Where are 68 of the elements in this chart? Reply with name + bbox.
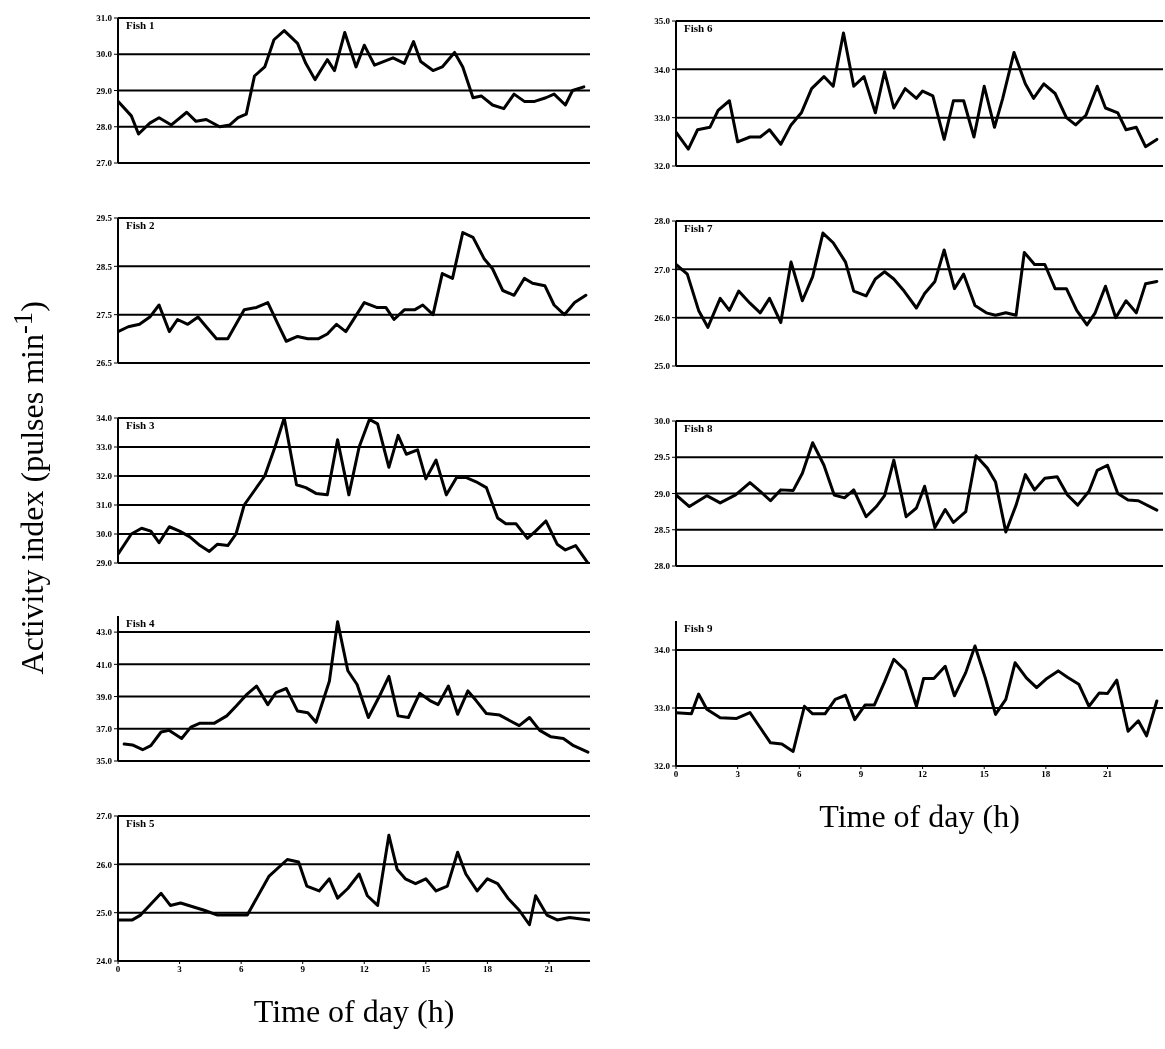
y-tick-label: 28.0 — [654, 561, 671, 572]
y-tick-label: 26.0 — [96, 859, 113, 870]
x-tick-label: 15 — [979, 769, 990, 780]
x-tick-label: 0 — [673, 769, 679, 780]
chart-title: Fish 9 — [684, 622, 713, 634]
y-tick-label: 29.5 — [654, 452, 671, 463]
y-tick-label: 28.5 — [96, 261, 113, 272]
x-tick-label: 6 — [797, 769, 803, 780]
y-tick-label: 34.0 — [96, 413, 113, 424]
x-tick-label: 15 — [421, 964, 431, 975]
chart-title: Fish 1 — [126, 19, 155, 31]
y-tick-label: 28.0 — [654, 216, 671, 227]
y-tick-label: 32.0 — [654, 161, 671, 172]
x-tick-label: 9 — [858, 769, 864, 780]
y-tick-label: 35.0 — [96, 756, 113, 767]
x-tick-label: 18 — [1041, 769, 1051, 780]
y-tick-label: 32.0 — [654, 761, 671, 772]
y-tick-label: 28.5 — [654, 524, 671, 535]
y-tick-label: 33.0 — [654, 703, 671, 714]
x-axis-title: Time of day (h) — [252, 993, 456, 1030]
y-tick-label: 29.5 — [96, 213, 113, 224]
y-tick-label: 31.0 — [96, 500, 113, 511]
x-axis-title: Time of day (h) — [818, 798, 1021, 835]
y-tick-label: 35.0 — [654, 16, 671, 27]
x-tick-label: 12 — [359, 964, 370, 975]
chart-title: Fish 8 — [684, 422, 713, 434]
y-tick-label: 29.0 — [654, 488, 671, 499]
x-tick-label: 12 — [918, 769, 928, 780]
y-tick-label: 30.0 — [654, 416, 671, 427]
y-tick-label: 33.0 — [654, 112, 671, 123]
y-tick-label: 41.0 — [96, 659, 113, 670]
y-tick-label: 37.0 — [96, 723, 113, 734]
y-tick-label: 27.0 — [96, 811, 113, 822]
y-tick-label: 27.0 — [654, 264, 671, 275]
y-tick-label: 31.0 — [96, 13, 113, 24]
y-tick-label: 25.0 — [654, 361, 671, 372]
y-tick-label: 43.0 — [96, 627, 113, 638]
y-tick-label: 30.0 — [96, 49, 113, 60]
x-tick-label: 18 — [482, 964, 493, 975]
y-tick-label: 29.0 — [96, 85, 113, 96]
y-tick-label: 34.0 — [654, 64, 671, 75]
y-tick-label: 29.0 — [96, 558, 113, 569]
y-tick-label: 32.0 — [96, 471, 113, 482]
x-tick-label: 9 — [300, 964, 306, 975]
y-tick-label: 26.0 — [654, 312, 671, 323]
line-series — [122, 620, 590, 754]
chart-title: Fish 7 — [684, 222, 713, 234]
y-tick-label: 24.0 — [96, 956, 113, 967]
x-tick-label: 21 — [1103, 769, 1113, 780]
x-tick-label: 6 — [238, 964, 244, 975]
y-tick-label: 28.0 — [96, 121, 113, 132]
x-tick-label: 3 — [735, 769, 741, 780]
y-tick-label: 34.0 — [654, 645, 671, 656]
chart-title: Fish 3 — [126, 419, 155, 431]
y-tick-label: 27.5 — [96, 309, 113, 320]
chart-title: Fish 2 — [126, 219, 155, 231]
chart-title: Fish 5 — [126, 817, 155, 829]
y-tick-label: 33.0 — [96, 442, 113, 453]
x-tick-label: 0 — [115, 964, 121, 975]
x-tick-label: 21 — [544, 964, 554, 975]
y-tick-label: 25.0 — [96, 907, 113, 918]
y-tick-label: 27.0 — [96, 158, 113, 169]
chart-title: Fish 6 — [684, 22, 713, 34]
y-tick-label: 30.0 — [96, 529, 113, 540]
y-tick-label: 39.0 — [96, 691, 113, 702]
chart-title: Fish 4 — [126, 617, 155, 629]
x-tick-label: 3 — [177, 964, 183, 975]
y-tick-label: 26.5 — [96, 358, 113, 369]
